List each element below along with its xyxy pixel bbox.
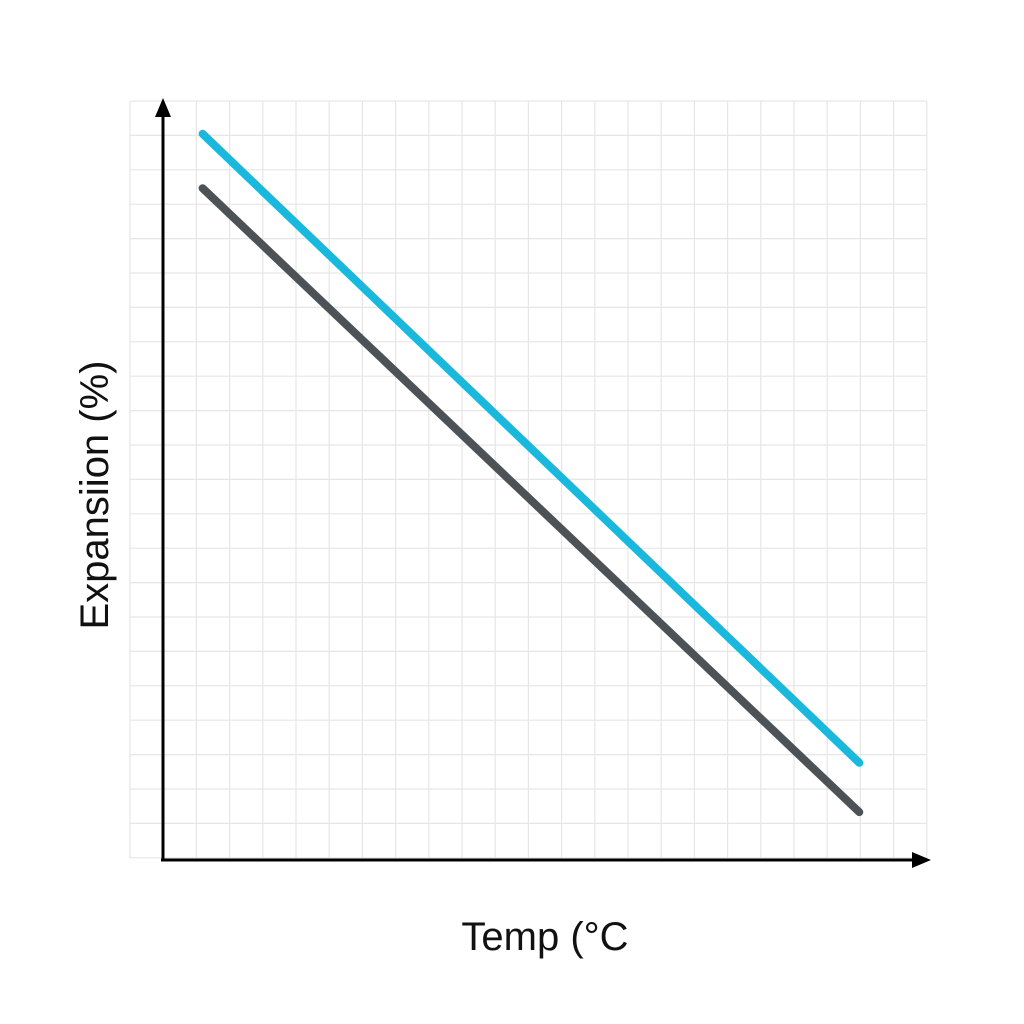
grid bbox=[129, 100, 928, 859]
x-axis-arrow-icon bbox=[912, 852, 931, 868]
y-axis-label: Expansiion (%) bbox=[73, 360, 117, 629]
x-axis-label: Temp (°C bbox=[461, 915, 628, 959]
line-series-2 bbox=[198, 184, 864, 817]
axes bbox=[155, 98, 931, 868]
line-series-1 bbox=[198, 129, 864, 767]
y-axis-arrow-icon bbox=[155, 98, 171, 117]
series-group bbox=[198, 129, 864, 817]
